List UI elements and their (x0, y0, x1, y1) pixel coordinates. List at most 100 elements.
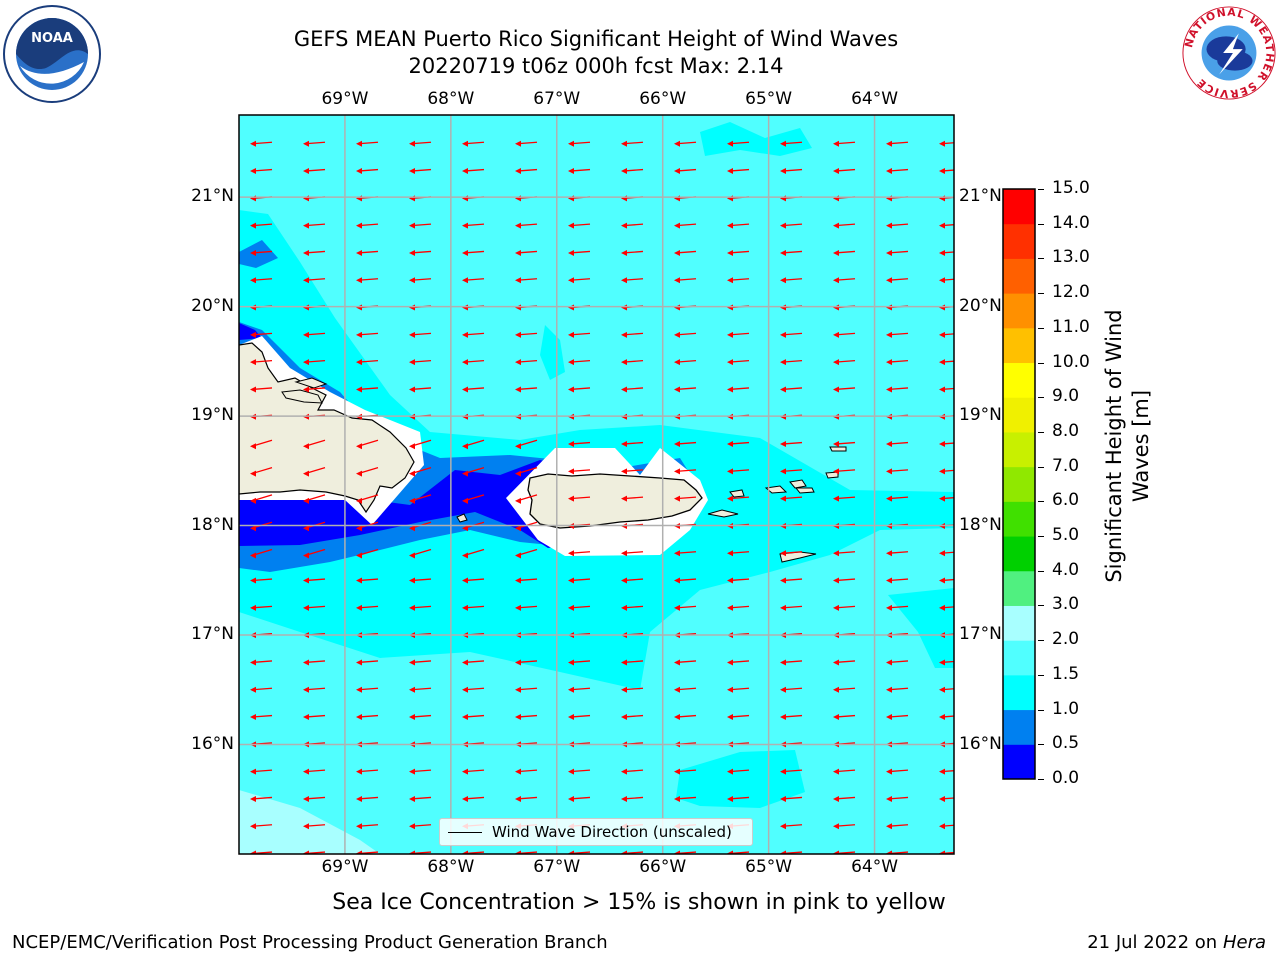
wave-direction-arrow (356, 466, 379, 477)
wave-direction-arrow (462, 386, 485, 393)
wave-direction-arrow (462, 331, 485, 338)
wave-direction-arrow (356, 795, 379, 802)
wave-direction-arrow (780, 577, 803, 584)
wave-direction-arrow (356, 222, 379, 229)
wave-direction-arrow (674, 714, 697, 721)
wave-direction-arrow (939, 441, 954, 448)
footer-host: Hera (1222, 932, 1266, 953)
colorbar-swatch (1003, 293, 1035, 329)
lat-label-right: 19°N (959, 405, 1002, 426)
colorbar-tick-mark (1038, 327, 1044, 329)
wave-direction-arrow (833, 823, 856, 830)
wave-direction-arrow (886, 577, 909, 584)
lon-label-top: 69°W (321, 89, 369, 109)
wave-direction-arrow (939, 359, 954, 366)
wave-direction-arrow (515, 140, 538, 147)
colorbar-swatch (1003, 640, 1035, 676)
wave-direction-arrow (727, 386, 750, 393)
wave-direction-arrow (356, 168, 379, 175)
wave-direction-arrow (568, 441, 591, 448)
wave-direction-arrow (780, 768, 803, 775)
colorbar-tick-mark (1038, 189, 1044, 190)
wave-direction-arrow (356, 494, 379, 504)
wave-direction-arrow (621, 550, 644, 557)
wave-direction-arrow (621, 495, 644, 502)
wave-direction-arrow (568, 795, 591, 802)
wave-direction-arrow (250, 714, 273, 721)
wave-direction-arrow (568, 550, 591, 557)
wave-direction-arrow (356, 140, 379, 147)
wave-direction-arrow (250, 795, 273, 802)
wave-direction-arrow (939, 222, 954, 229)
colorbar-tick-label: 13.0 (1052, 247, 1090, 268)
colorbar-swatch (1003, 327, 1035, 364)
wave-direction-arrow (727, 577, 750, 584)
wave-direction-arrow (303, 466, 326, 477)
wave-direction-arrow (674, 550, 697, 557)
wave-direction-arrow (303, 249, 326, 256)
wave-direction-arrow (515, 494, 538, 504)
wave-direction-arrow (886, 359, 909, 366)
land-bay-islet (294, 377, 328, 389)
wave-direction-arrow (356, 331, 379, 338)
wave-direction-arrow (727, 441, 750, 448)
colorbar (1002, 188, 1036, 780)
wave-direction-arrow (674, 686, 697, 693)
colorbar-tick-mark (1038, 293, 1044, 295)
wave-direction-arrow (250, 331, 273, 338)
wave-direction-arrow (939, 331, 954, 338)
wave-direction-arrow (939, 659, 954, 666)
wave-direction-arrow (409, 168, 432, 175)
colorbar-swatch (1003, 744, 1035, 780)
wave-direction-arrow (939, 277, 954, 284)
wave-direction-arrow (250, 168, 273, 175)
wave-direction-arrow (833, 550, 856, 557)
wave-direction-arrow (356, 577, 379, 584)
wave-direction-arrow (250, 249, 273, 256)
wave-direction-arrow (674, 468, 697, 475)
colorbar-swatch (1003, 431, 1035, 468)
wave-direction-arrow (409, 140, 432, 147)
wave-direction-arrow (568, 386, 591, 393)
chart-title-line2: 20220719 t06z 000h fcst Max: 2.14 (408, 54, 784, 78)
colorbar-tick-label: 5.0 (1052, 525, 1080, 546)
wave-direction-arrow (515, 359, 538, 366)
wave-direction-arrow (409, 768, 432, 775)
wave-direction-arrow (621, 768, 644, 775)
wave-direction-arrow (674, 495, 697, 502)
wave-direction-arrow (250, 439, 273, 450)
wave-direction-arrow (833, 495, 856, 502)
wave-direction-arrow (674, 331, 697, 338)
colorbar-swatch (1003, 501, 1035, 537)
map-legend: Wind Wave Direction (unscaled) (439, 818, 753, 846)
wave-direction-arrow (409, 686, 432, 693)
map-plot-area (239, 115, 954, 854)
wave-direction-arrow (515, 577, 538, 584)
colorbar-tick-label: 10.0 (1052, 351, 1090, 372)
colorbar-tick-mark (1038, 674, 1044, 676)
wave-direction-arrow (250, 659, 273, 666)
colorbar-tick-label: 14.0 (1052, 212, 1090, 233)
wave-direction-arrow (568, 604, 591, 611)
land-vieques (707, 509, 739, 518)
wave-direction-arrow (568, 768, 591, 775)
wave-field-1.0-1.5-east (888, 588, 954, 668)
wave-direction-arrow (356, 277, 379, 284)
colorbar-tick-label: 8.0 (1052, 420, 1080, 441)
colorbar-tick-mark (1038, 744, 1044, 746)
wave-direction-arrow (621, 222, 644, 229)
wave-direction-arrow (833, 604, 856, 611)
wave-direction-arrow (303, 548, 326, 559)
wave-field-0.5-1.0-nw (239, 240, 278, 268)
wave-direction-arrow (833, 659, 856, 666)
wave-direction-arrow (462, 439, 485, 450)
wave-direction-arrow (462, 548, 485, 559)
wave-direction-arrow (727, 331, 750, 338)
wave-direction-arrow (250, 466, 273, 477)
wave-direction-arrow (833, 686, 856, 693)
sea-ice-caption: Sea Ice Concentration > 15% is shown in … (332, 890, 946, 915)
colorbar-tick-label: 11.0 (1052, 316, 1090, 337)
wave-direction-arrow (250, 768, 273, 775)
wave-direction-arrow (568, 686, 591, 693)
colorbar-tick-mark (1038, 466, 1044, 468)
